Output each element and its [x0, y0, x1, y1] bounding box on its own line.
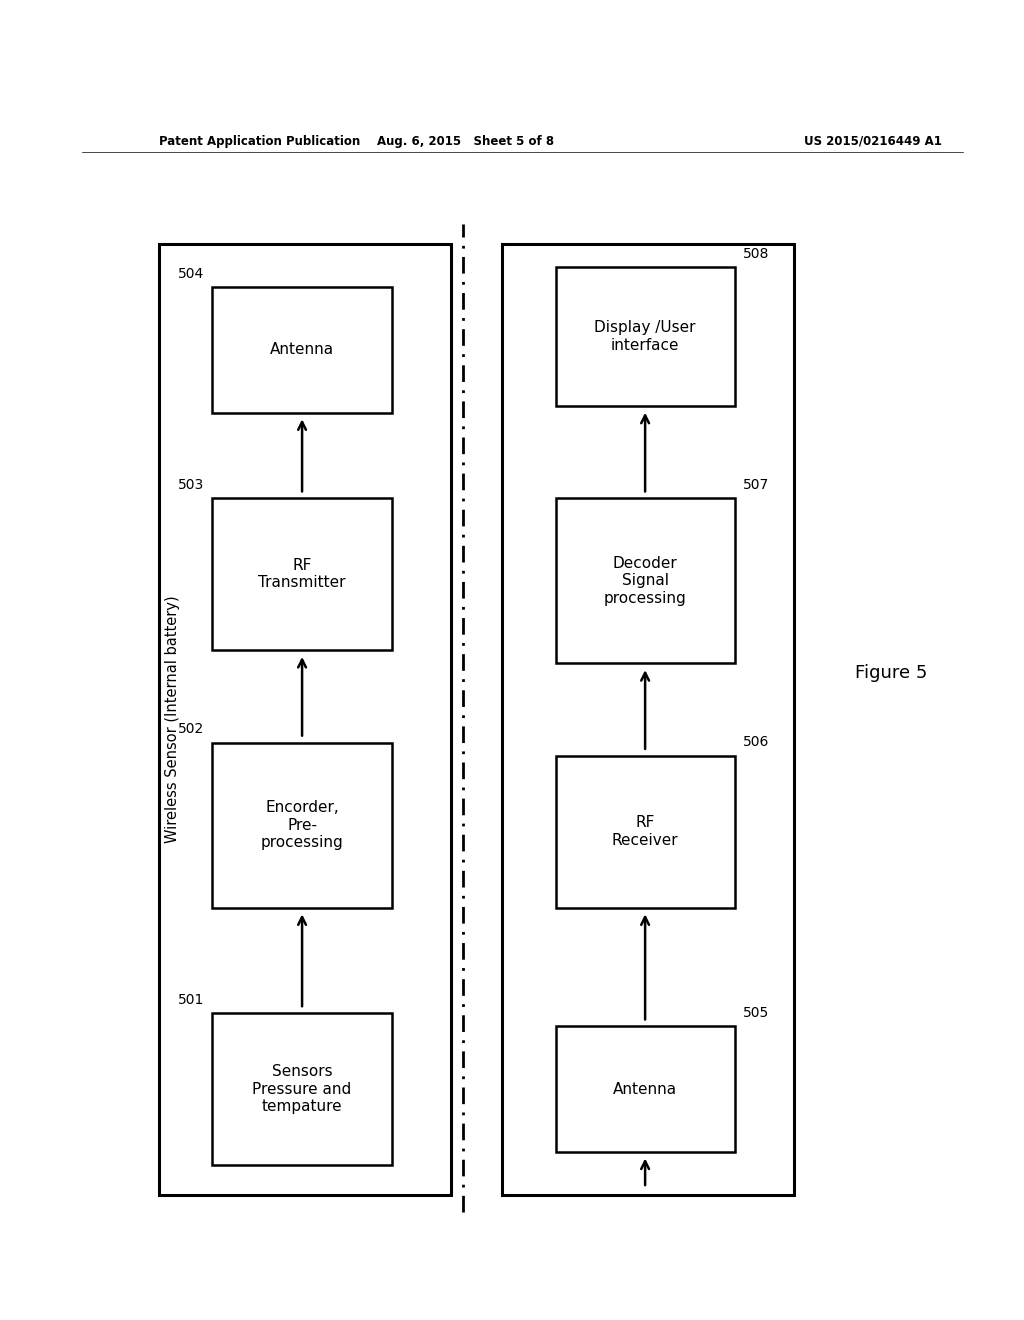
Bar [555, 267, 735, 407]
Text: 503: 503 [178, 478, 204, 492]
Text: Sensors
Pressure and
tempature: Sensors Pressure and tempature [253, 1064, 351, 1114]
Bar [555, 755, 735, 908]
Text: 504: 504 [178, 267, 204, 281]
Text: Figure 5: Figure 5 [855, 664, 927, 682]
Text: Decoder
Signal
processing: Decoder Signal processing [604, 556, 686, 606]
Text: Aug. 6, 2015   Sheet 5 of 8: Aug. 6, 2015 Sheet 5 of 8 [378, 135, 554, 148]
Text: 506: 506 [743, 735, 769, 750]
Bar [213, 288, 391, 412]
Text: 502: 502 [178, 722, 204, 737]
Bar [502, 244, 794, 1195]
Text: Display /User
interface: Display /User interface [594, 321, 696, 352]
Text: 501: 501 [178, 993, 204, 1006]
Bar [555, 1027, 735, 1151]
Text: Encorder,
Pre-
processing: Encorder, Pre- processing [261, 800, 343, 850]
Text: RF
Transmitter: RF Transmitter [258, 558, 346, 590]
Bar [555, 498, 735, 663]
Text: Patent Application Publication: Patent Application Publication [159, 135, 360, 148]
Bar [159, 244, 451, 1195]
Text: 505: 505 [743, 1006, 769, 1019]
Text: Antenna: Antenna [270, 342, 334, 358]
Text: 508: 508 [743, 247, 769, 261]
Bar [213, 499, 391, 651]
Text: RF
Receiver: RF Receiver [611, 816, 679, 847]
Bar [213, 1014, 391, 1166]
Text: US 2015/0216449 A1: US 2015/0216449 A1 [804, 135, 942, 148]
Bar [213, 742, 391, 908]
Text: 507: 507 [743, 478, 769, 491]
Text: Antenna: Antenna [613, 1081, 677, 1097]
Text: Wireless Sensor (Internal battery): Wireless Sensor (Internal battery) [165, 595, 179, 843]
